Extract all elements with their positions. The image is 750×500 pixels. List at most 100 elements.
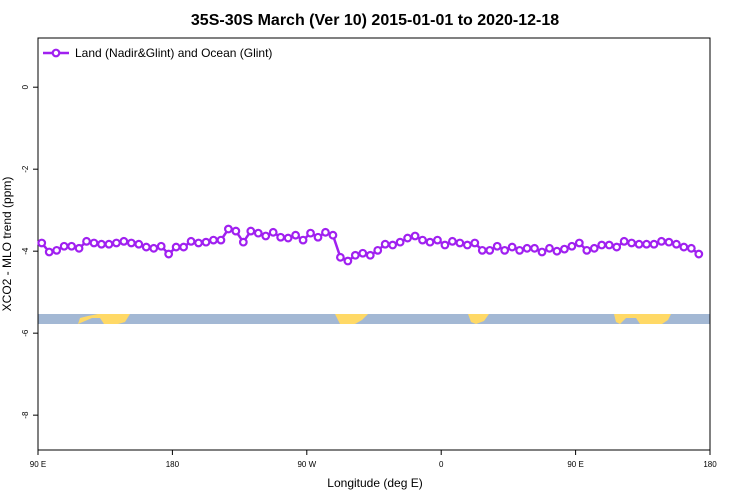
data-point <box>560 244 569 254</box>
data-point <box>522 243 532 253</box>
data-point <box>82 236 91 246</box>
data-point <box>171 242 181 252</box>
data-point <box>410 231 420 241</box>
y-tick-label: -8 <box>21 411 30 419</box>
data-point <box>141 242 151 252</box>
data-point <box>104 239 114 249</box>
y-axis-label: XCO2 - MLO trend (ppm) <box>0 177 14 312</box>
data-point <box>552 246 562 256</box>
data-point <box>567 241 577 251</box>
data-point <box>403 233 413 243</box>
data-point <box>627 238 636 248</box>
data-point <box>67 241 76 251</box>
data-point <box>462 240 472 250</box>
data-point <box>246 226 256 236</box>
data-point <box>164 249 174 259</box>
data-point <box>515 245 524 255</box>
data-point <box>343 256 353 266</box>
x-tick-label: 90 E <box>30 460 46 469</box>
data-point <box>425 237 435 247</box>
ocean-band <box>38 314 710 324</box>
data-point <box>492 241 502 251</box>
data-point <box>672 239 681 249</box>
data-point <box>612 242 622 252</box>
data-point <box>156 241 166 251</box>
data-point <box>336 252 345 262</box>
data-point <box>291 230 301 240</box>
x-axis-label: Longitude (deg E) <box>327 476 422 490</box>
data-point <box>470 238 480 248</box>
data-point <box>657 236 666 246</box>
y-tick-label: -6 <box>21 329 30 337</box>
data-point <box>530 243 539 253</box>
x-tick-label: 180 <box>703 460 717 469</box>
data-point <box>597 240 607 250</box>
data-point <box>111 238 121 248</box>
data-point <box>216 235 226 245</box>
data-point <box>276 232 286 242</box>
land <box>614 314 671 324</box>
data-point <box>253 228 263 238</box>
data-point <box>89 238 99 248</box>
data-point <box>44 247 54 257</box>
data-point <box>37 238 47 248</box>
data-point <box>649 239 659 249</box>
data-point <box>500 245 510 255</box>
data-point <box>186 236 196 246</box>
data-point <box>395 237 405 247</box>
data-point <box>477 245 487 255</box>
data-point <box>507 242 517 252</box>
data-point <box>126 238 136 248</box>
data-point <box>231 226 241 236</box>
data-point <box>373 245 383 255</box>
y-tick-label: -2 <box>21 165 30 173</box>
data-point <box>298 235 308 245</box>
data-point <box>619 236 629 246</box>
land <box>335 314 368 324</box>
data-point <box>74 243 84 253</box>
legend-marker <box>51 48 61 58</box>
data-point <box>433 235 442 245</box>
data-point <box>313 232 323 242</box>
map-strip <box>38 314 710 324</box>
data-point <box>455 238 465 248</box>
data-point <box>149 243 159 253</box>
data-point <box>604 240 614 250</box>
data-point <box>268 227 278 237</box>
data-point <box>134 239 144 249</box>
data-point <box>97 239 106 249</box>
data-point <box>223 224 233 234</box>
x-tick-label: 90 E <box>567 460 583 469</box>
data-point <box>694 249 704 259</box>
data-point <box>634 239 644 249</box>
data-point <box>545 243 554 253</box>
land <box>468 314 489 324</box>
legend-label: Land (Nadir&Glint) and Ocean (Glint) <box>75 46 272 60</box>
data-point <box>679 242 689 252</box>
data-point <box>209 235 218 245</box>
data-point <box>321 227 330 237</box>
data-point <box>283 233 293 243</box>
data-point <box>238 237 248 247</box>
chart-title: 35S-30S March (Ver 10) 2015-01-01 to 202… <box>191 12 559 29</box>
data-point <box>485 245 495 255</box>
y-tick-label: -4 <box>21 247 30 255</box>
data-point <box>328 230 338 240</box>
data-point <box>582 245 592 255</box>
data-point <box>52 245 62 255</box>
data-point <box>664 237 674 247</box>
x-tick-label: 90 W <box>297 460 316 469</box>
x-tick-label: 180 <box>166 460 180 469</box>
data-point <box>642 239 651 249</box>
data-point <box>448 236 457 246</box>
y-tick-label: 0 <box>21 84 30 89</box>
data-point <box>350 250 360 260</box>
data-point <box>418 235 427 245</box>
data-point <box>537 247 547 257</box>
data-point <box>358 248 368 258</box>
land <box>78 314 130 324</box>
data-point <box>686 243 696 253</box>
data-point <box>365 250 375 260</box>
data-point <box>380 239 390 249</box>
